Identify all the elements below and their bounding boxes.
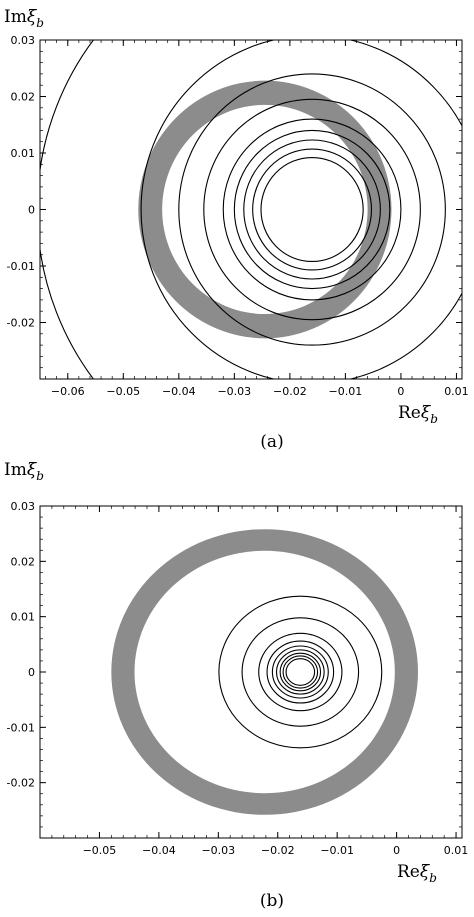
panel-b-ytick-label: 0 [28, 666, 35, 679]
panel-b-plot-area [39, 505, 463, 839]
panel-a-ytick-label: -0.02 [7, 317, 35, 330]
panel-a-contour-line [203, 98, 421, 321]
panel-a-contour-line [140, 40, 462, 379]
panel-b-xtick-label: −0.01 [320, 844, 354, 857]
panel-a-contour-line [222, 118, 402, 301]
panel-b-contour-line [241, 617, 360, 727]
panel-a-contour-line [260, 156, 364, 263]
panel-b-ytick-label: 0.03 [11, 500, 36, 513]
panel-a-xtick-label: −0.05 [106, 385, 140, 398]
panel-b-xtick-label: 0.01 [444, 844, 469, 857]
panel-b: −0.05 −0.04 −0.03 −0.02 −0.01 0 0.01 0.03 0.02 0.… [4, 460, 468, 911]
panel-a-ticks: −0.06 −0.05 −0.04 −0.03 −0.02 −0.01 0 0.01 0.03 0… [7, 34, 469, 398]
panel-b-contour-line [285, 658, 316, 686]
panel-b-contour-line [276, 649, 325, 695]
panel-b-contour-line [271, 645, 329, 699]
panel-b-shaded-band [111, 529, 419, 815]
panel-b-xlabel: Reξb [397, 862, 437, 885]
panel-b-xtick-label: −0.03 [201, 844, 235, 857]
panel-a-xtick-label: 0.01 [444, 385, 469, 398]
panel-a-xtick-label: 0 [397, 385, 404, 398]
panel-b-contour-line [218, 595, 383, 749]
panel-b-xtick-label: 0 [393, 844, 400, 857]
panel-a-xtick-label: −0.03 [217, 385, 251, 398]
panel-a-shaded-band [138, 80, 392, 339]
panel-b-contour-line [266, 640, 335, 704]
panel-b-ytick-label: -0.01 [7, 721, 35, 734]
panel-b-ytick-label: 0.02 [11, 555, 36, 568]
panel-b-ytick-label: -0.02 [7, 777, 35, 790]
panel-b-contour-line [258, 632, 343, 712]
panel-a-xlabel: Reξb [398, 403, 438, 426]
panel-a-ytick-label: 0 [28, 204, 35, 217]
panel-a: −0.06 −0.05 −0.04 −0.03 −0.02 −0.01 0 0.01 0.03 0… [4, 7, 469, 452]
panel-b-contour-line [279, 652, 322, 692]
panel-a-contour-line [243, 139, 381, 280]
panel-b-xtick-label: −0.02 [261, 844, 295, 857]
panel-b-xtick-label: −0.04 [142, 844, 176, 857]
panel-a-xtick-label: −0.02 [273, 385, 307, 398]
panel-a-marks [40, 40, 462, 379]
panel-a-caption: (a) [260, 432, 283, 452]
panel-a-ytick-label: -0.01 [7, 260, 35, 273]
panel-a-contour-line [252, 148, 373, 271]
panel-a-ylabel: Imξb [4, 7, 44, 30]
panel-a-ytick-label: 0.02 [11, 91, 36, 104]
panel-b-ticks: −0.05 −0.04 −0.03 −0.02 −0.01 0 0.01 0.03 0.02 0.… [7, 500, 469, 857]
panel-a-xtick-label: −0.04 [162, 385, 196, 398]
panel-a-xtick-label: −0.01 [329, 385, 363, 398]
panel-a-ytick-label: 0.03 [11, 34, 36, 47]
panel-a-xtick-label: −0.06 [51, 385, 85, 398]
panel-b-caption: (b) [260, 891, 284, 911]
panel-b-marks [111, 529, 419, 815]
panel-b-ytick-label: 0.01 [11, 611, 36, 624]
panel-b-xtick-label: −0.05 [83, 844, 117, 857]
panel-b-contour-line [282, 655, 319, 689]
panel-a-contour-line [233, 129, 391, 290]
panel-a-contour-line [178, 73, 446, 346]
panel-b-ylabel: Imξb [4, 460, 44, 483]
panel-a-ytick-label: 0.01 [11, 147, 36, 160]
